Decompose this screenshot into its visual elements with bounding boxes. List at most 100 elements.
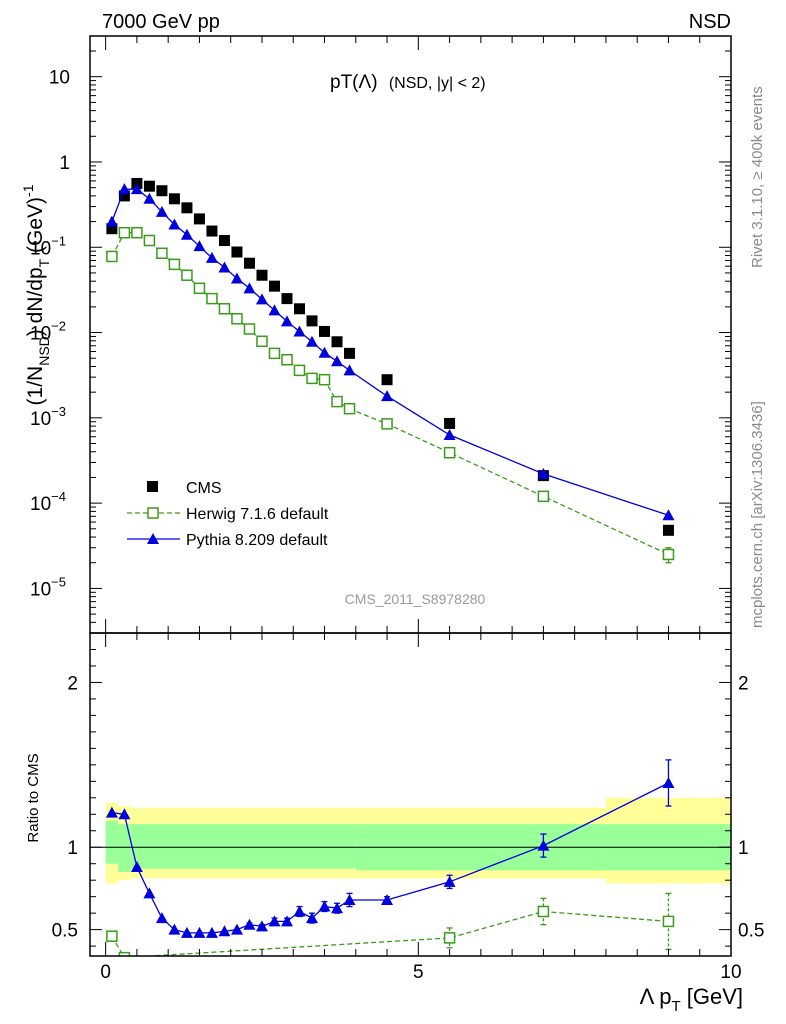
main-point-series-point — [143, 180, 155, 192]
ratio-x-tick-label: 0 — [100, 962, 111, 983]
main-point-series-point — [168, 218, 181, 230]
header-right-label: NSD — [689, 11, 731, 33]
ratio-point — [443, 875, 456, 887]
main-point-series-point — [180, 228, 193, 240]
main-point-series-point — [306, 315, 318, 327]
main-point-series-point — [168, 193, 180, 205]
analysis-watermark: CMS_2011_S8978280 — [345, 591, 486, 607]
ratio-point — [143, 887, 156, 899]
main-point-series-pythia — [105, 183, 675, 521]
main-point-series-point — [319, 325, 331, 337]
ratio-point — [293, 905, 306, 917]
main-y-tick-label: 10−4 — [30, 489, 66, 515]
ratio-point — [243, 918, 256, 930]
plot-frames — [89, 35, 732, 957]
main-point-series-point — [293, 364, 306, 377]
main-point-series-point — [443, 428, 456, 440]
ratio-point — [381, 893, 394, 905]
main-point-series-point — [268, 347, 281, 360]
main-point-series-point — [381, 390, 394, 402]
main-point-series-line — [111, 232, 669, 556]
main-point-series-point — [231, 246, 243, 258]
main-point-series-point — [181, 269, 193, 281]
ratio-point — [280, 915, 293, 927]
ratio-series-herwig — [106, 892, 675, 956]
main-point-series-point — [381, 418, 393, 430]
main-point-series-point — [293, 325, 306, 337]
main-point-series-point — [231, 313, 243, 325]
main-point-series-point — [318, 373, 331, 386]
main-point-series-point — [243, 257, 255, 269]
main-point-series-point — [143, 192, 156, 204]
ratio-y-tick-label-right: 0.5 — [738, 921, 764, 942]
main-point-series-point — [243, 323, 256, 335]
band-green-0 — [105, 820, 119, 864]
ratio-x-tick-label: 10 — [720, 962, 741, 983]
main-point-series-point — [130, 183, 143, 195]
ratio-point — [193, 926, 206, 938]
main-point-series-point — [306, 372, 318, 385]
main-point-series-point — [206, 292, 218, 305]
main-point-series-point — [344, 347, 356, 359]
main-y-tick-label: 10−3 — [30, 404, 66, 430]
main-point-series-point — [218, 303, 231, 315]
main-point-series-point — [156, 247, 168, 260]
x-axis-label: Λ pT [GeV] — [640, 984, 743, 1015]
legend-marker-pythia — [147, 533, 159, 544]
ratio-point — [218, 925, 231, 937]
main-point-series-point — [256, 335, 268, 348]
ratio-x-tick-label: 5 — [413, 962, 424, 983]
band-green-1 — [118, 824, 131, 872]
main-point-series-point — [218, 261, 231, 273]
ratio-point — [318, 900, 331, 912]
plot-title-sub: (NSD, |y| < 2) — [389, 75, 486, 92]
main-point-series-point — [181, 202, 193, 214]
main-point-series-point — [318, 346, 331, 358]
ratio-y-tick-label-right: 2 — [738, 673, 749, 694]
ratio-point — [331, 902, 344, 914]
rivet-version-label: Rivet 3.1.10, ≥ 400k events — [749, 86, 766, 268]
band-green-2 — [130, 824, 356, 869]
legend-label-cms: CMS — [186, 480, 222, 497]
main-point-series-point — [193, 240, 206, 252]
ratio-uncertainty-bands — [105, 797, 731, 884]
ratio-point — [205, 926, 218, 938]
main-point-series-point — [230, 272, 243, 284]
ratio-point — [268, 915, 281, 927]
mcplots-reference-label: mcplots.cern.ch [arXiv:1306.3436] — [749, 401, 766, 628]
main-point-series-point — [293, 303, 305, 315]
ratio-point — [130, 861, 143, 873]
main-point-series-point — [193, 282, 206, 295]
legend-label-herwig: Herwig 7.1.6 default — [186, 506, 329, 523]
ratio-point — [255, 920, 268, 932]
ratio-line — [111, 782, 669, 934]
main-point-series-point — [281, 353, 293, 366]
main-point-series-point — [106, 223, 118, 235]
main-point-series-point — [268, 304, 281, 316]
ratio-plot-frame — [89, 632, 732, 957]
main-point-series-point — [143, 234, 156, 247]
ratio-point — [306, 912, 319, 924]
main-point-series-point — [381, 374, 393, 386]
main-y-tick-label: 10 — [49, 68, 70, 89]
main-point-series-line — [111, 188, 669, 516]
plot-title: pT(Λ) (NSD, |y| < 2) — [330, 72, 486, 93]
main-point-series-point — [205, 251, 218, 263]
main-point-series-herwig — [106, 226, 675, 564]
main-point-series-point — [156, 185, 168, 197]
ratio-point — [443, 932, 456, 944]
main-point-series-point — [105, 215, 118, 227]
main-y-tick-label: 1 — [59, 153, 70, 174]
main-point-series-point — [331, 336, 343, 348]
ratio-point — [106, 930, 118, 942]
ratio-y-tick-label: 1 — [67, 838, 78, 859]
ratio-point — [105, 806, 118, 818]
main-point-series-point — [206, 225, 218, 237]
ratio-y-tick-label-right: 1 — [738, 838, 749, 859]
main-point-series-point — [118, 183, 131, 195]
plot-title-main: pT(Λ) — [330, 72, 378, 93]
legend-marker-cms — [147, 481, 158, 492]
main-point-series-point — [662, 548, 675, 561]
main-point-series-point — [537, 467, 550, 479]
